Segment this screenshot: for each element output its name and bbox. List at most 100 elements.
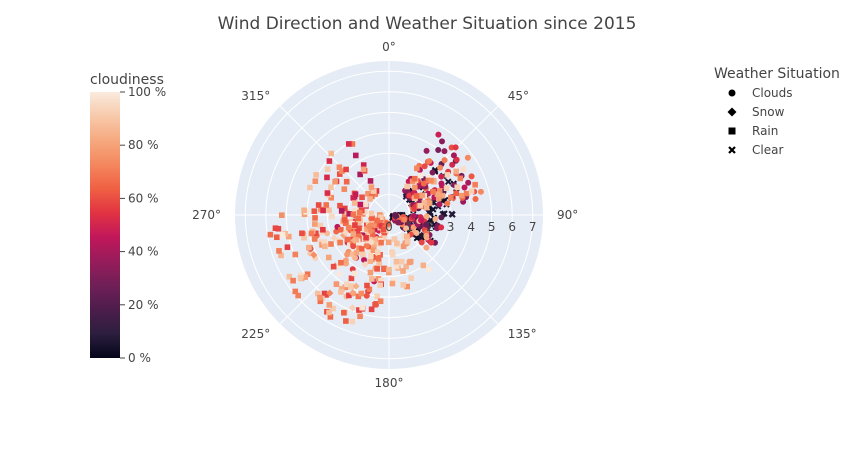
point-rain	[306, 245, 312, 251]
point-rain	[364, 226, 370, 232]
point-rain	[272, 225, 279, 231]
point-rain	[385, 220, 391, 227]
point-rain	[312, 221, 318, 227]
point-snow	[348, 304, 357, 312]
polar-plot-area: 0 1 2 3 4 5 6 7 0° 45° 90° 135° 180° 225° 270° 315°	[192, 40, 578, 390]
legend-label: Snow	[752, 105, 785, 119]
point-rain	[358, 246, 365, 252]
legend-item-rain[interactable]: Rain	[728, 124, 779, 138]
point-rain	[356, 307, 362, 313]
point-snow	[352, 282, 360, 290]
point-clouds	[444, 200, 451, 207]
point-clouds	[437, 164, 444, 171]
point-snow	[361, 261, 369, 269]
radial-tick-label: 5	[488, 220, 496, 234]
point-clouds	[405, 220, 412, 227]
point-rain	[378, 277, 384, 284]
x-marker-icon	[728, 146, 736, 154]
point-rain	[324, 190, 331, 196]
point-rain	[472, 181, 478, 188]
point-rain	[366, 286, 373, 293]
point-rain	[367, 269, 374, 276]
point-clouds	[363, 292, 370, 299]
point-rain	[436, 188, 443, 194]
point-rain	[374, 217, 380, 224]
legend-item-clouds[interactable]: Clouds	[728, 86, 793, 100]
point-clouds	[324, 230, 331, 237]
point-clouds	[449, 161, 456, 168]
point-clouds	[344, 251, 351, 258]
point-rain	[454, 184, 461, 191]
point-rain	[389, 251, 396, 258]
point-rain	[320, 226, 326, 233]
legend-item-clear[interactable]: Clear	[728, 143, 783, 157]
point-snow	[326, 289, 334, 297]
point-rain	[317, 298, 324, 305]
point-clouds	[418, 217, 425, 224]
colorbar-tick-label: 80 %	[128, 138, 159, 152]
point-rain	[338, 226, 344, 233]
point-rain	[391, 236, 398, 242]
point-rain	[374, 249, 381, 256]
point-rain	[279, 232, 286, 238]
point-rain	[404, 233, 410, 240]
point-rain	[363, 201, 369, 208]
point-rain	[404, 238, 411, 245]
point-rain	[352, 200, 358, 206]
point-clouds	[363, 242, 370, 249]
point-clouds	[426, 158, 433, 165]
point-snow	[335, 270, 343, 278]
radial-tick-label: 0	[385, 220, 393, 234]
point-rain	[356, 209, 363, 216]
point-rain	[274, 234, 280, 241]
point-rain	[338, 208, 345, 214]
point-rain	[398, 258, 405, 265]
radial-tick-label: 7	[529, 220, 537, 234]
point-rain	[413, 193, 420, 199]
point-snow	[330, 234, 338, 242]
point-rain	[374, 266, 380, 272]
point-clouds	[403, 225, 410, 232]
point-rain	[326, 309, 332, 316]
point-rain	[372, 222, 378, 228]
point-rain	[400, 282, 407, 288]
point-rain	[311, 236, 318, 242]
point-rain	[468, 188, 475, 195]
point-clouds	[472, 195, 479, 202]
point-rain	[338, 289, 344, 295]
point-rain	[378, 214, 384, 221]
point-snow	[367, 238, 375, 246]
point-rain	[378, 239, 384, 246]
point-rain	[448, 194, 454, 201]
point-clouds	[432, 216, 439, 223]
point-rain	[391, 277, 397, 284]
angular-tick-label: 90°	[557, 208, 578, 222]
point-rain	[330, 305, 336, 312]
point-rain	[342, 284, 349, 291]
legend-item-snow[interactable]: Snow	[727, 105, 785, 119]
point-clouds	[464, 154, 471, 161]
point-clouds	[441, 148, 448, 155]
point-snow	[341, 229, 350, 237]
point-rain	[428, 177, 434, 184]
point-clouds	[423, 244, 430, 251]
point-rain	[343, 281, 350, 288]
point-rain	[311, 208, 318, 214]
point-rain	[317, 294, 323, 301]
point-rain	[292, 288, 299, 295]
point-rain	[355, 293, 362, 300]
legend-title: Weather Situation	[714, 66, 840, 82]
point-rain	[371, 188, 377, 194]
point-rain	[351, 207, 358, 214]
point-rain	[328, 194, 335, 201]
point-rain	[339, 168, 345, 174]
point-rain	[371, 244, 377, 251]
colorbar-tick-label: 20 %	[128, 298, 159, 312]
point-clouds	[418, 239, 425, 246]
point-rain	[368, 184, 375, 190]
point-rain	[360, 162, 367, 168]
point-rain	[319, 242, 325, 248]
point-rain	[370, 247, 377, 254]
point-clouds	[420, 180, 427, 187]
point-rain	[434, 191, 441, 197]
